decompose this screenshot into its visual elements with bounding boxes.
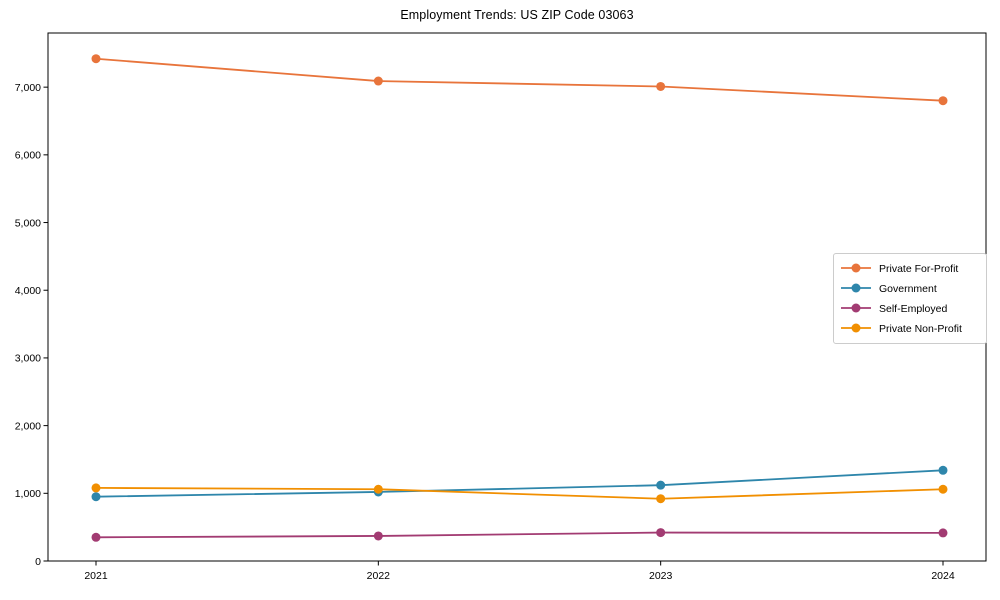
series-self-employed [91,528,948,542]
x-tick-label: 2024 [931,570,955,582]
series-line [95,486,944,500]
y-tick-label: 2,000 [15,420,41,432]
legend-sample-marker [851,283,861,293]
legend-item: Private For-Profit [841,263,958,275]
legend-item: Government [841,283,937,295]
legend-sample-marker [851,303,861,313]
x-tick-label: 2021 [84,570,108,582]
y-tick-label: 0 [35,556,41,568]
data-point-marker [938,484,948,494]
x-tick-label: 2023 [649,570,673,582]
series-line [95,531,944,539]
y-axis: 0 1,000 2,000 3,000 4,000 5,000 6,000 7,000 [15,82,48,568]
data-point-marker [91,532,101,542]
legend-label: Government [879,283,937,295]
y-tick-label: 6,000 [15,150,41,162]
y-tick-label: 3,000 [15,353,41,365]
legend-sample-marker [851,323,861,333]
y-tick-label: 5,000 [15,217,41,229]
legend-label: Self-Employed [879,303,947,315]
data-point-marker [373,531,383,541]
chart-title: Employment Trends: US ZIP Code 03063 [400,8,634,22]
legend-item: Private Non-Profit [841,323,962,335]
data-point-marker [91,483,101,493]
series-line [95,57,944,102]
x-axis: 2021 2022 2023 2024 [84,561,955,582]
series-private-for-profit [91,54,948,106]
data-point-marker [656,81,666,91]
data-point-marker [656,528,666,538]
legend: Private For-Profit Government Self-Employe… [833,253,987,344]
legend-label: Private Non-Profit [879,323,962,335]
legend-box [833,253,987,344]
legend-sample-marker [851,263,861,273]
data-point-marker [91,54,101,64]
data-point-marker [938,465,948,475]
series-private-non-profit [91,483,948,504]
data-point-marker [656,480,666,490]
y-tick-label: 1,000 [15,488,41,500]
data-point-marker [91,492,101,502]
data-point-marker [656,494,666,504]
series-line [95,469,944,498]
legend-label: Private For-Profit [879,263,958,275]
y-tick-label: 7,000 [15,82,41,94]
legend-item: Self-Employed [841,303,947,315]
x-tick-label: 2022 [367,570,391,582]
data-point-marker [373,76,383,86]
data-point-marker [938,96,948,106]
data-point-marker [373,484,383,494]
data-point-marker [938,528,948,538]
y-tick-label: 4,000 [15,285,41,297]
